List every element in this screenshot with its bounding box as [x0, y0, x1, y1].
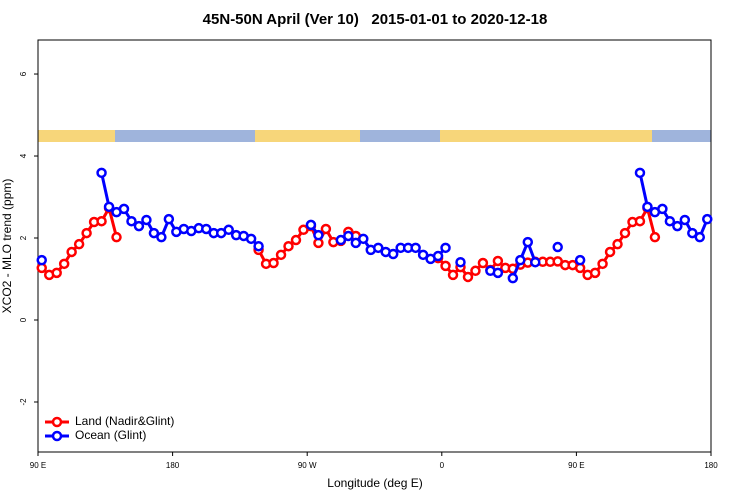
x-tick-label: 0 — [440, 461, 445, 470]
point — [156, 231, 167, 243]
point — [290, 234, 302, 246]
point — [574, 254, 586, 266]
x-tick-label: 90 E — [30, 461, 46, 470]
point — [335, 234, 347, 246]
point — [649, 231, 661, 243]
point — [530, 256, 541, 268]
point — [320, 223, 332, 235]
point — [634, 215, 646, 227]
x-tick-label: 90 E — [568, 461, 584, 470]
point — [612, 238, 623, 250]
x-axis-label: Longitude (deg E) — [327, 476, 422, 490]
point — [36, 254, 47, 266]
point — [462, 271, 474, 283]
point — [619, 227, 631, 239]
point — [687, 227, 698, 239]
point — [343, 230, 354, 242]
y-tick-label: 2 — [19, 235, 28, 240]
point — [268, 257, 279, 269]
point — [604, 246, 616, 258]
x-tick-label: 90 W — [298, 461, 317, 470]
point — [634, 167, 646, 179]
point — [492, 267, 504, 279]
series-line — [100, 172, 709, 279]
y-axis-label: XCO2 - MLO trend (ppm) — [0, 179, 14, 314]
point — [642, 201, 653, 213]
point — [447, 269, 459, 281]
x-tick-label: 180 — [166, 461, 180, 470]
point — [51, 267, 62, 279]
point — [470, 265, 481, 277]
point — [118, 203, 130, 215]
point — [133, 220, 145, 232]
point — [387, 248, 399, 260]
point — [275, 249, 287, 261]
y-tick-label: 0 — [19, 317, 28, 322]
y-tick-label: 4 — [19, 153, 28, 158]
point — [358, 233, 369, 245]
point — [440, 260, 451, 272]
point — [432, 250, 444, 262]
point — [657, 203, 668, 215]
point — [679, 214, 691, 226]
point — [477, 257, 489, 269]
point — [440, 242, 451, 254]
chart-title: 45N-50N April (Ver 10) 2015-01-01 to 202… — [203, 11, 548, 28]
point — [492, 255, 504, 267]
point — [111, 231, 122, 243]
point — [552, 241, 563, 253]
map-strip — [38, 130, 711, 142]
point — [96, 167, 107, 179]
x-tick-label: 180 — [704, 461, 718, 470]
y-tick-label: 6 — [19, 71, 28, 76]
point — [223, 224, 234, 236]
legend-label: Ocean (Glint) — [75, 428, 146, 442]
point — [73, 238, 85, 250]
point — [589, 267, 601, 279]
point — [672, 220, 683, 232]
point — [141, 214, 152, 226]
point — [350, 237, 362, 249]
point — [305, 219, 317, 231]
point — [515, 254, 526, 266]
y-tick-label: -2 — [19, 398, 28, 406]
point — [253, 240, 264, 252]
point — [96, 215, 107, 227]
point — [81, 227, 92, 239]
point — [163, 213, 175, 225]
legend-marker — [51, 430, 63, 442]
point — [522, 236, 534, 248]
point — [245, 233, 257, 245]
point — [66, 246, 77, 258]
point — [313, 229, 324, 241]
point — [455, 256, 466, 268]
point — [126, 215, 137, 227]
point — [201, 223, 212, 235]
point — [58, 258, 70, 270]
legend-marker — [51, 416, 63, 428]
point — [664, 215, 676, 227]
point — [694, 231, 706, 243]
point — [410, 242, 421, 254]
point — [597, 258, 608, 270]
point — [417, 249, 429, 261]
plot-frame — [37, 39, 712, 453]
legend-label: Land (Nadir&Glint) — [75, 414, 174, 428]
point — [372, 242, 384, 254]
point — [283, 240, 294, 252]
point — [507, 272, 519, 284]
point — [148, 227, 160, 239]
point — [702, 213, 713, 225]
point — [103, 201, 115, 213]
